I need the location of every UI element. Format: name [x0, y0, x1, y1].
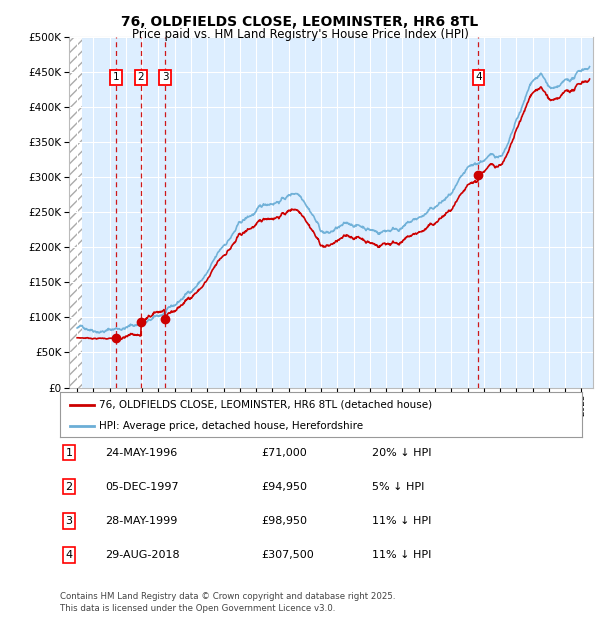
Text: 11% ↓ HPI: 11% ↓ HPI [372, 550, 431, 560]
Text: £71,000: £71,000 [261, 448, 307, 458]
Text: £94,950: £94,950 [261, 482, 307, 492]
Text: Contains HM Land Registry data © Crown copyright and database right 2025.
This d: Contains HM Land Registry data © Crown c… [60, 591, 395, 613]
Bar [69, 37, 82, 387]
Text: 28-MAY-1999: 28-MAY-1999 [105, 516, 178, 526]
Text: 3: 3 [161, 73, 168, 82]
Text: £307,500: £307,500 [261, 550, 314, 560]
Text: 1: 1 [113, 73, 119, 82]
Text: 76, OLDFIELDS CLOSE, LEOMINSTER, HR6 8TL (detached house): 76, OLDFIELDS CLOSE, LEOMINSTER, HR6 8TL… [99, 400, 432, 410]
Text: 11% ↓ HPI: 11% ↓ HPI [372, 516, 431, 526]
Text: 2: 2 [65, 482, 73, 492]
Text: £98,950: £98,950 [261, 516, 307, 526]
Text: 2: 2 [137, 73, 144, 82]
Text: 29-AUG-2018: 29-AUG-2018 [105, 550, 179, 560]
Text: 1: 1 [65, 448, 73, 458]
Text: 20% ↓ HPI: 20% ↓ HPI [372, 448, 431, 458]
Text: 4: 4 [475, 73, 482, 82]
Text: Price paid vs. HM Land Registry's House Price Index (HPI): Price paid vs. HM Land Registry's House … [131, 28, 469, 41]
Text: 5% ↓ HPI: 5% ↓ HPI [372, 482, 424, 492]
Text: HPI: Average price, detached house, Herefordshire: HPI: Average price, detached house, Here… [99, 421, 363, 431]
Text: 05-DEC-1997: 05-DEC-1997 [105, 482, 179, 492]
Text: 24-MAY-1996: 24-MAY-1996 [105, 448, 177, 458]
Text: 76, OLDFIELDS CLOSE, LEOMINSTER, HR6 8TL: 76, OLDFIELDS CLOSE, LEOMINSTER, HR6 8TL [121, 16, 479, 30]
Text: 3: 3 [65, 516, 73, 526]
Text: 4: 4 [65, 550, 73, 560]
